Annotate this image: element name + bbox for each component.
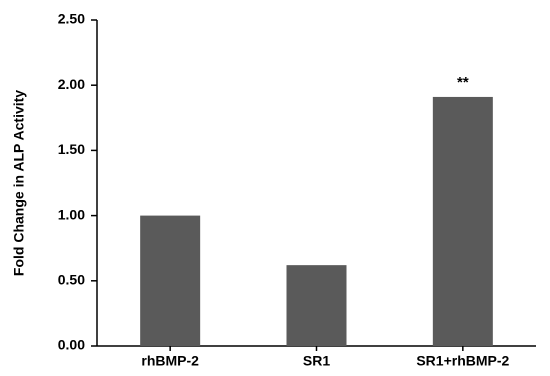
bar-sr1 (286, 265, 347, 346)
y-tick-label: 1.50 (58, 141, 85, 157)
bar-rhbmp-2 (140, 215, 201, 346)
significance-annotation: ** (457, 74, 469, 91)
y-tick-label: 0.50 (58, 272, 85, 288)
y-axis-title: Fold Change in ALP Activity (11, 90, 27, 276)
bar-sr1-rhbmp-2 (432, 96, 493, 346)
y-tick-label: 0.00 (58, 337, 85, 353)
y-tick-label: 2.00 (58, 76, 85, 92)
y-tick-label: 2.50 (58, 11, 85, 27)
x-tick-label: SR1 (303, 353, 330, 369)
x-tick-label: SR1+rhBMP-2 (416, 353, 509, 369)
y-tick-label: 1.00 (58, 206, 85, 222)
x-tick-label: rhBMP-2 (141, 353, 199, 369)
